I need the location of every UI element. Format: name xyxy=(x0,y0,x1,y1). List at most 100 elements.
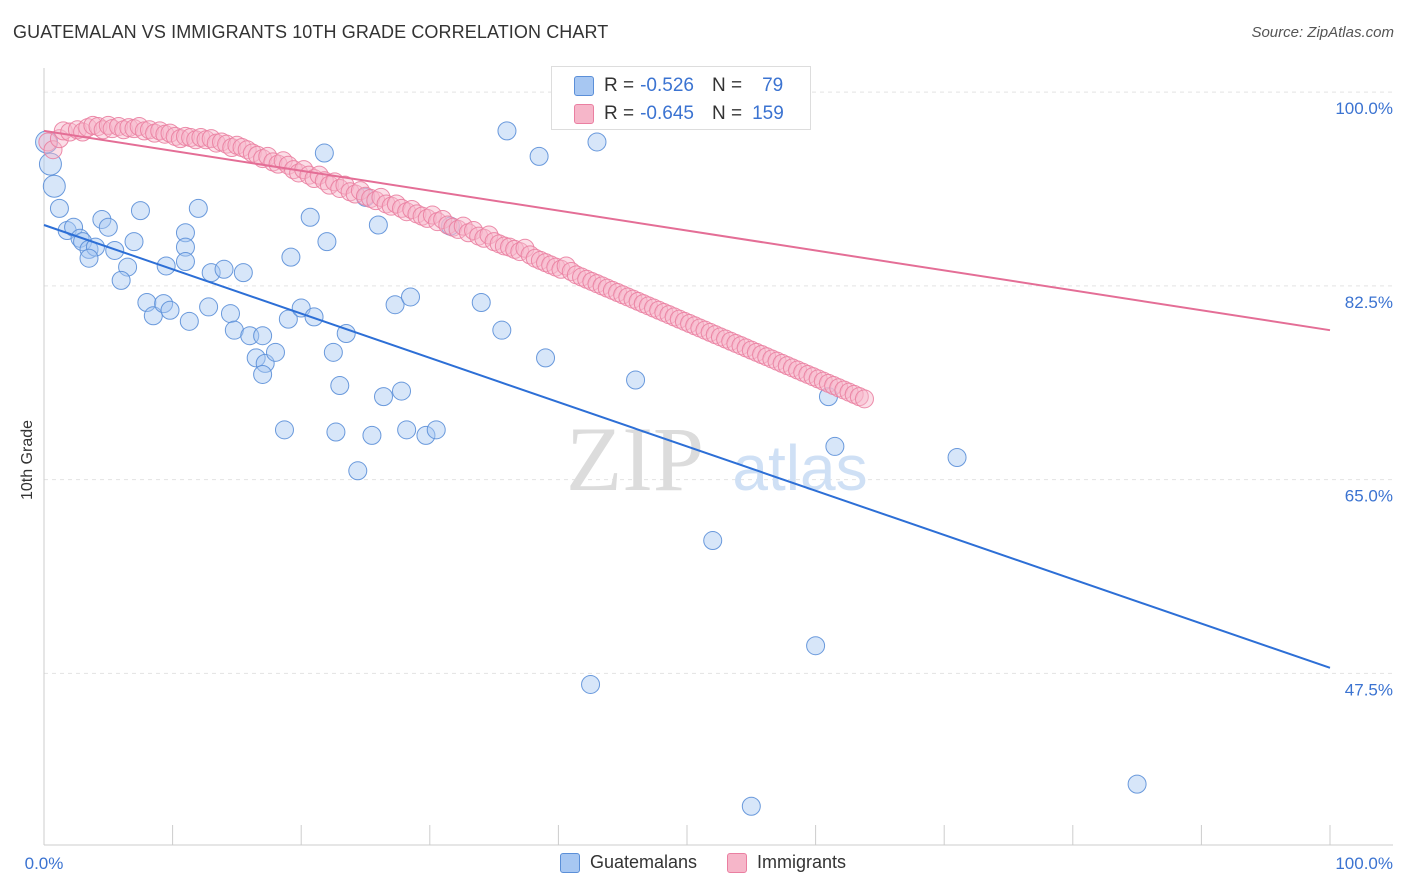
data-point-immigrants xyxy=(854,389,874,409)
data-point-immigrants xyxy=(520,245,540,265)
data-point-guatemalans xyxy=(626,370,646,390)
legend-label: Immigrants xyxy=(757,852,847,872)
data-point-guatemalans xyxy=(825,436,845,456)
data-point-immigrants xyxy=(98,115,118,135)
legend-swatch-immigrants xyxy=(574,104,594,124)
data-point-guatemalans xyxy=(124,232,144,252)
trend-line-guatemalans xyxy=(43,224,1331,669)
data-point-guatemalans xyxy=(497,121,517,141)
data-point-guatemalans xyxy=(105,240,125,260)
data-point-guatemalans xyxy=(947,448,967,467)
data-point-immigrants xyxy=(422,205,442,225)
stats-row-immigrants: R = -0.645 N = 159 xyxy=(574,100,784,128)
n-label: N = xyxy=(711,75,743,96)
y-tick-label: 65.0% xyxy=(1345,487,1393,506)
y-tick-label: 100.0% xyxy=(1335,99,1393,118)
data-point-guatemalans xyxy=(348,461,368,481)
source-credit: Source: ZipAtlas.com xyxy=(1251,24,1394,41)
data-point-immigrants xyxy=(561,262,581,281)
data-point-guatemalans xyxy=(1127,774,1147,794)
data-point-guatemalans xyxy=(401,287,421,307)
data-point-guatemalans xyxy=(179,311,199,331)
watermark-zip: ZIP xyxy=(566,408,704,510)
x-tick-label: 0.0% xyxy=(25,854,64,873)
r-value: -0.645 xyxy=(640,103,694,124)
data-point-immigrants xyxy=(417,208,437,228)
data-point-guatemalans xyxy=(416,425,436,445)
data-point-guatemalans xyxy=(92,209,112,229)
data-point-guatemalans xyxy=(529,146,549,166)
data-point-immigrants xyxy=(160,123,180,143)
legend-item-immigrants[interactable]: Immigrants xyxy=(727,852,846,873)
data-point-guatemalans xyxy=(246,348,266,368)
data-point-immigrants xyxy=(330,178,350,198)
watermark: ZIP atlas xyxy=(566,408,868,510)
data-point-guatemalans xyxy=(175,252,195,272)
data-point-immigrants xyxy=(109,116,129,136)
stats-row-guatemalans: R = -0.526 N = 79 xyxy=(574,72,783,100)
x-tick-label: 100.0% xyxy=(1335,854,1393,873)
data-point-guatemalans xyxy=(253,364,273,384)
data-point-immigrants xyxy=(453,216,473,236)
data-point-guatemalans xyxy=(42,174,66,198)
data-point-guatemalans xyxy=(362,425,382,445)
data-point-guatemalans xyxy=(330,376,350,396)
data-point-guatemalans xyxy=(111,270,131,290)
data-point-guatemalans xyxy=(85,237,105,257)
data-point-guatemalans xyxy=(160,300,180,320)
data-point-guatemalans xyxy=(265,342,285,362)
data-point-guatemalans xyxy=(471,293,491,312)
n-value: 159 xyxy=(752,103,784,124)
data-point-guatemalans xyxy=(130,201,150,221)
trend-lines xyxy=(43,129,1331,669)
data-point-guatemalans xyxy=(336,324,356,343)
data-point-immigrants xyxy=(217,134,237,154)
data-point-guatemalans xyxy=(233,263,253,283)
data-point-guatemalans xyxy=(323,342,343,362)
data-point-immigrants xyxy=(448,219,468,239)
data-point-immigrants xyxy=(464,221,484,241)
data-point-guatemalans xyxy=(536,348,556,368)
data-points xyxy=(35,115,1147,816)
r-label: R = xyxy=(604,75,635,96)
data-point-guatemalans xyxy=(587,132,607,152)
data-point-immigrants xyxy=(43,140,63,160)
data-point-guatemalans xyxy=(392,381,412,401)
data-point-guatemalans xyxy=(374,387,394,407)
data-point-guatemalans xyxy=(317,232,337,252)
data-point-guatemalans xyxy=(156,256,176,276)
data-point-immigrants xyxy=(366,191,386,211)
data-point-guatemalans xyxy=(199,297,219,317)
grid-lines xyxy=(44,91,1393,674)
data-point-guatemalans xyxy=(300,207,320,227)
data-point-guatemalans xyxy=(314,143,334,163)
legend-swatch-guatemalans xyxy=(574,76,594,96)
data-point-guatemalans xyxy=(79,248,99,268)
data-point-guatemalans xyxy=(220,304,240,324)
data-point-immigrants xyxy=(88,116,108,136)
legend-swatch xyxy=(727,852,748,873)
data-point-guatemalans xyxy=(806,636,826,656)
data-point-guatemalans xyxy=(703,531,723,551)
data-point-guatemalans xyxy=(274,420,294,440)
legend-item-guatemalans[interactable]: Guatemalans xyxy=(559,852,698,873)
n-label: N = xyxy=(711,103,743,124)
data-point-guatemalans xyxy=(253,326,273,346)
y-tick-label: 82.5% xyxy=(1345,293,1393,312)
watermark-atlas: atlas xyxy=(732,432,867,504)
r-value: -0.526 xyxy=(640,75,694,96)
axes xyxy=(43,68,1393,846)
data-point-guatemalans xyxy=(492,320,512,340)
data-point-guatemalans xyxy=(224,320,244,340)
legend-swatch xyxy=(559,852,580,873)
data-point-immigrants xyxy=(433,209,453,229)
data-point-immigrants xyxy=(515,238,535,258)
data-point-guatemalans xyxy=(326,422,346,442)
y-tick-label: 47.5% xyxy=(1345,680,1393,699)
tick-labels: 47.5% 65.0% 82.5% 100.0% 0.0% 100.0% xyxy=(25,99,1393,873)
legend-label: Guatemalans xyxy=(589,852,698,872)
r-label: R = xyxy=(604,103,635,124)
data-point-guatemalans xyxy=(188,198,208,218)
data-point-guatemalans xyxy=(741,796,761,816)
